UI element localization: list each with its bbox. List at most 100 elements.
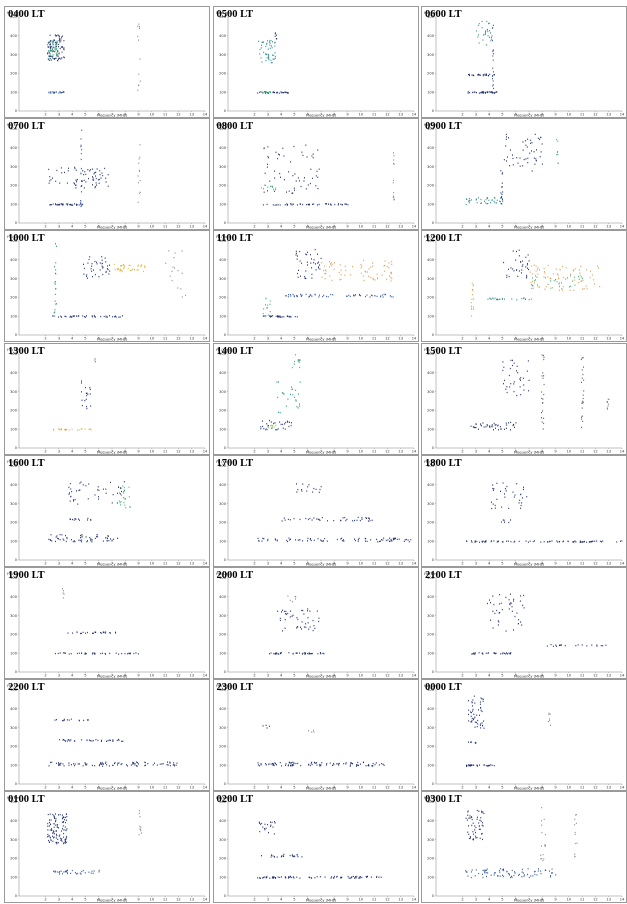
x-tick-label: 8 xyxy=(541,449,544,453)
echo-point xyxy=(267,48,269,50)
echo-point xyxy=(269,44,270,46)
echo-point xyxy=(55,540,57,542)
y-tick-label: 300 xyxy=(427,389,435,393)
echo-point xyxy=(504,379,506,381)
echo-point xyxy=(80,138,82,140)
y-tick-label: 300 xyxy=(427,502,435,506)
echo-point xyxy=(495,423,497,426)
echo-point xyxy=(557,162,559,165)
echo-point xyxy=(487,35,489,37)
echo-point xyxy=(82,765,84,767)
echo-point xyxy=(121,763,123,765)
echo-point xyxy=(61,204,63,206)
echo-point xyxy=(267,91,269,94)
echo-point xyxy=(88,739,90,741)
echo-point xyxy=(501,506,503,508)
echo-point xyxy=(264,315,266,318)
echo-point xyxy=(353,538,355,540)
echo-point xyxy=(51,55,53,57)
echo-point xyxy=(313,259,314,261)
echo-point xyxy=(274,763,276,765)
echo-point xyxy=(105,316,107,319)
echo-point xyxy=(129,270,131,272)
echo-point xyxy=(582,394,584,396)
echo-point xyxy=(56,842,58,844)
echo-point xyxy=(62,828,63,830)
echo-point xyxy=(577,276,579,278)
echo-point xyxy=(47,825,49,828)
x-tick-label: 9 xyxy=(346,337,349,341)
echo-point xyxy=(265,307,267,309)
echo-point xyxy=(73,519,75,521)
echo-point xyxy=(502,482,504,484)
echo-point xyxy=(274,204,276,207)
x-tick-label: 7 xyxy=(111,224,113,228)
echo-point xyxy=(81,149,83,151)
echo-point xyxy=(506,385,508,387)
echo-point xyxy=(513,380,515,383)
echo-point xyxy=(69,482,71,485)
echo-point xyxy=(289,876,291,878)
echo-point xyxy=(504,521,505,523)
echo-point xyxy=(470,306,472,308)
x-tick-label: 9 xyxy=(554,112,557,116)
y-tick-label: 400 xyxy=(427,146,435,150)
echo-point xyxy=(48,835,50,837)
x-tick-label: 13 xyxy=(189,224,194,228)
echo-point xyxy=(383,764,385,767)
panel-title: 0000 LT xyxy=(425,682,462,694)
echo-point xyxy=(517,162,519,164)
echo-point xyxy=(534,280,536,282)
echo-point xyxy=(107,265,109,267)
y-tick-label: 200 xyxy=(427,408,435,412)
echo-point xyxy=(333,262,335,264)
x-tick-label: 7 xyxy=(319,673,321,677)
echo-point xyxy=(258,765,260,767)
echo-point xyxy=(56,53,58,55)
echo-point xyxy=(345,518,347,520)
echo-point xyxy=(580,276,582,278)
echo-point xyxy=(339,877,341,879)
echo-point xyxy=(289,599,291,602)
echo-point xyxy=(362,761,364,764)
echo-point xyxy=(501,608,503,611)
echo-point xyxy=(490,202,491,204)
echo-point xyxy=(60,870,62,873)
echo-point xyxy=(292,294,294,296)
echo-point xyxy=(71,870,73,872)
y-axis-label: Ht (Km) xyxy=(424,684,439,688)
x-tick-label: 13 xyxy=(606,224,611,228)
x-tick-label: 2 xyxy=(253,898,255,902)
echo-point xyxy=(272,877,274,880)
echo-point xyxy=(543,276,545,279)
echo-point xyxy=(80,185,82,188)
echo-point xyxy=(321,516,323,519)
echo-point xyxy=(497,620,499,622)
echo-point xyxy=(132,763,134,765)
echo-point xyxy=(479,828,481,831)
echo-point xyxy=(324,278,326,280)
echo-point xyxy=(478,73,480,75)
x-tick-label: 13 xyxy=(189,112,194,116)
x-tick-label: 8 xyxy=(541,898,544,902)
echo-point xyxy=(96,184,97,186)
echo-point xyxy=(484,872,486,874)
echo-point xyxy=(543,858,545,861)
echo-point xyxy=(68,764,70,767)
echo-point xyxy=(295,491,297,493)
x-tick-label: 11 xyxy=(371,449,376,453)
echo-point xyxy=(61,821,63,824)
echo-point xyxy=(52,44,54,46)
echo-point xyxy=(70,204,72,206)
y-tick-label: 300 xyxy=(219,53,227,57)
echo-point xyxy=(491,507,493,510)
echo-point xyxy=(605,644,607,646)
echo-point xyxy=(281,316,283,318)
echo-point xyxy=(482,653,484,655)
echo-point xyxy=(265,297,267,300)
echo-point xyxy=(364,540,366,542)
echo-point xyxy=(108,765,110,767)
echo-point xyxy=(284,428,286,430)
